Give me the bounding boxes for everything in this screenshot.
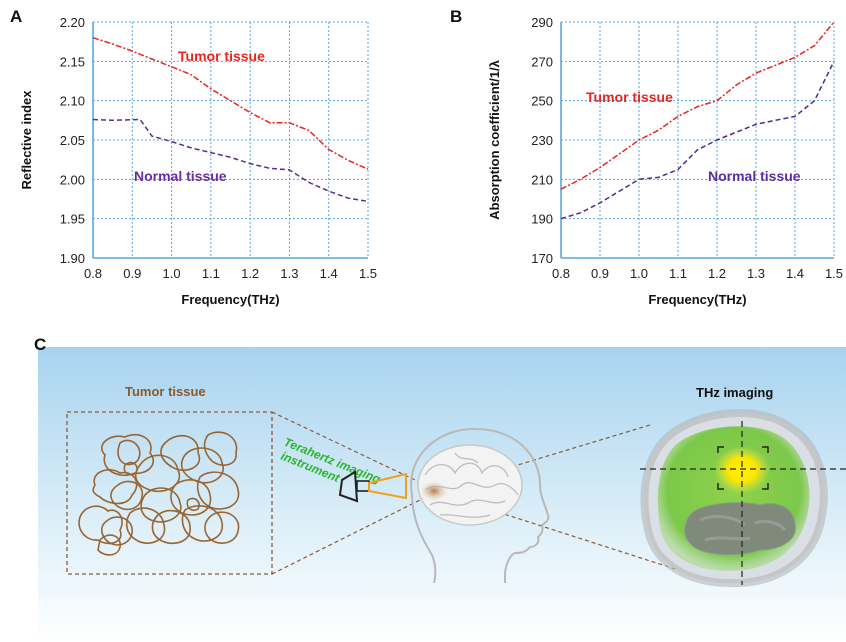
chart-b-x-tick-label: 0.8 [552, 266, 570, 281]
chart-a-series-tumor-line [92, 36, 369, 170]
imaging-instrument-icon [338, 470, 407, 503]
chart-b: 0.8 0.9 1.0 1.1 1.2 1.3 1.4 1.5 170 190 210 230 250 2… [487, 15, 843, 307]
chart-b-tumor-label: Tumor tissue [586, 89, 673, 105]
chart-b-y-tick-label: 190 [531, 212, 553, 227]
panel-c-letter: C [34, 335, 46, 354]
chart-b-x-axis-label: Frequency(THz) [648, 292, 746, 307]
panel-b-letter: B [450, 7, 462, 26]
chart-a-x-axis-label: Frequency(THz) [181, 292, 279, 307]
chart-a-x-tick-label: 0.8 [84, 266, 102, 281]
chart-b-x-tick-label: 1.1 [669, 266, 687, 281]
chart-b-y-tick-label: 170 [531, 251, 553, 266]
chart-b-y-tick-label: 250 [531, 94, 553, 109]
chart-a-y-tick-label: 1.95 [60, 212, 85, 227]
chart-b-x-tick-label: 1.0 [630, 266, 648, 281]
tumor-tissue-title: Tumor tissue [125, 384, 206, 399]
chart-b-y-axis-label: Absorption coefficient/1/λ [487, 59, 502, 219]
chart-a-y-tick-label: 2.20 [60, 15, 85, 30]
chart-a-normal-label: Normal tissue [134, 168, 227, 184]
chart-a-x-tick-label: 1.2 [241, 266, 259, 281]
panel-a-letter: A [10, 7, 22, 26]
tumor-tissue-cells [78, 431, 240, 556]
thz-image [640, 409, 846, 588]
chart-a-y-tick-label: 2.10 [60, 94, 85, 109]
chart-a-tumor-label: Tumor tissue [178, 48, 265, 64]
chart-b-x-tick-label: 1.3 [747, 266, 765, 281]
chart-b-x-tick-label: 1.2 [708, 266, 726, 281]
chart-b-x-tick-label: 0.9 [591, 266, 609, 281]
chart-a: 0.8 0.9 1.0 1.1 1.2 1.3 1.4 1.5 1.90 1.95 2.00 2.05… [19, 15, 377, 307]
chart-a-series-normal-line [92, 118, 369, 203]
head-icon [410, 427, 550, 584]
chart-a-y-axis-label: Reflective index [19, 90, 34, 190]
panel-c: C Tumor tissue [0, 335, 846, 642]
chart-a-x-tick-label: 1.4 [320, 266, 338, 281]
chart-b-series-tumor-line [560, 21, 835, 190]
chart-b-y-tick-label: 230 [531, 133, 553, 148]
panel-c-illustration: C Tumor tissue [34, 335, 846, 642]
chart-a-x-tick-label: 1.1 [202, 266, 220, 281]
chart-b-y-tick-label: 210 [531, 172, 553, 187]
chart-a-y-tick-label: 2.00 [60, 172, 85, 187]
chart-a-x-tick-label: 1.3 [280, 266, 298, 281]
chart-a-x-tick-label: 1.0 [163, 266, 181, 281]
chart-b-normal-label: Normal tissue [708, 168, 801, 184]
chart-a-x-tick-label: 0.9 [123, 266, 141, 281]
thz-imaging-title: THz imaging [696, 385, 773, 400]
chart-b-x-tick-label: 1.4 [786, 266, 804, 281]
chart-b-series-normal-line [560, 60, 835, 220]
charts-svg: A B 0.8 0.9 1.0 1.1 1.2 1.3 1.4 1.5 1.90 1.95 2.00… [10, 7, 843, 307]
chart-a-y-tick-label: 1.90 [60, 251, 85, 266]
tumor-tissue-box [66, 411, 273, 575]
chart-a-y-tick-label: 2.15 [60, 54, 85, 69]
chart-b-x-tick-label: 1.5 [825, 266, 843, 281]
chart-a-y-tick-label: 2.05 [60, 133, 85, 148]
chart-b-y-tick-label: 270 [531, 54, 553, 69]
chart-b-y-tick-label: 290 [531, 15, 553, 30]
chart-a-x-tick-label: 1.5 [359, 266, 377, 281]
